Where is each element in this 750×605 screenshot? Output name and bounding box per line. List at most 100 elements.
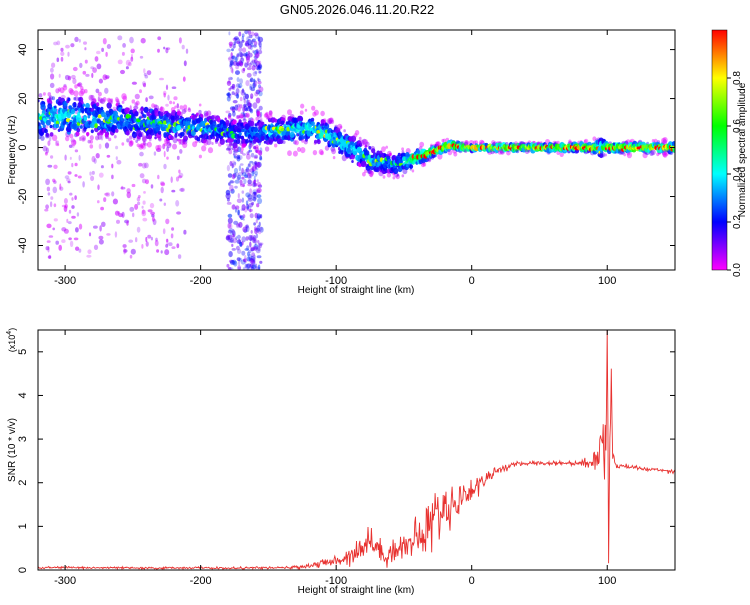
noise-cell — [247, 251, 250, 257]
noise-cell — [246, 72, 252, 78]
ridge-cell — [178, 139, 181, 143]
noise-cell — [240, 89, 245, 96]
noise-cell — [94, 56, 99, 62]
ridge-cell — [311, 105, 316, 111]
ridge-cell — [282, 140, 286, 145]
ridge-cell — [125, 107, 130, 113]
noise-cell — [236, 93, 239, 99]
noise-cell — [60, 47, 64, 52]
noise-cell — [257, 78, 261, 83]
ridge-cell — [69, 89, 75, 96]
noise-cell — [68, 144, 73, 148]
noise-cell — [134, 203, 139, 210]
noise-cell — [249, 258, 255, 262]
ridge-cell — [268, 110, 273, 116]
ridge-cell — [441, 138, 445, 143]
noise-cell — [248, 149, 251, 154]
noise-cell — [178, 169, 181, 174]
noise-cell — [254, 161, 257, 165]
noise-cell — [240, 150, 244, 154]
ridge-cell — [186, 121, 191, 126]
noise-cell — [159, 198, 163, 202]
noise-cell — [46, 223, 52, 229]
noise-cell — [245, 200, 249, 206]
noise-cell — [249, 160, 254, 164]
noise-cell — [255, 167, 259, 171]
noise-cell — [246, 99, 249, 106]
noise-cell — [227, 217, 233, 224]
noise-cell — [239, 78, 244, 85]
ridge-cell — [337, 123, 343, 130]
ridge-cell — [53, 108, 58, 113]
noise-cell — [146, 70, 152, 76]
ridge-cell — [559, 151, 564, 157]
noise-cell — [239, 104, 243, 109]
ridge-peak — [65, 118, 71, 123]
ridge-cell — [330, 129, 334, 134]
noise-cell — [228, 251, 233, 258]
noise-cell — [238, 51, 243, 57]
noise-cell — [227, 173, 233, 178]
ridge-cell — [86, 132, 90, 136]
noise-cell — [233, 41, 237, 46]
noise-cell — [106, 44, 111, 49]
ridge-cell — [206, 139, 212, 146]
ridge-cell — [331, 148, 336, 155]
ridge-cell — [90, 94, 95, 100]
noise-cell — [53, 180, 57, 184]
noise-cell — [234, 172, 240, 178]
ridge-cell — [146, 141, 152, 148]
noise-cell — [91, 155, 96, 163]
noise-cell — [98, 239, 104, 245]
noise-cell — [236, 77, 240, 83]
noise-cell — [143, 82, 146, 88]
noise-cell — [256, 179, 259, 183]
ridge-cell — [97, 134, 102, 140]
noise-cell — [129, 206, 135, 212]
noise-cell — [231, 91, 235, 95]
noise-cell — [244, 62, 248, 68]
noise-cell — [232, 100, 238, 104]
noise-cell — [247, 172, 250, 176]
noise-cell — [120, 69, 125, 75]
noise-cell — [233, 220, 239, 225]
ridge-cell — [38, 125, 42, 130]
noise-cell — [252, 44, 257, 48]
noise-cell — [104, 142, 110, 149]
noise-cell — [226, 197, 230, 202]
ridge-cell — [402, 152, 407, 158]
ridge-cell — [212, 136, 216, 140]
noise-cell — [257, 264, 261, 270]
noise-cell — [126, 191, 132, 199]
noise-cell — [90, 66, 95, 70]
colorbar-tick-label: 0.6 — [732, 119, 743, 133]
ridge-cell — [297, 115, 303, 122]
noise-cell — [175, 200, 180, 207]
noise-cell — [226, 263, 230, 268]
noise-cell — [245, 236, 249, 241]
x-tick-label: -300 — [54, 575, 76, 587]
noise-cell — [258, 70, 262, 74]
ridge-cell — [166, 156, 169, 160]
noise-cell — [233, 149, 239, 153]
noise-cell — [244, 93, 249, 100]
noise-cell — [147, 209, 153, 213]
ridge-cell — [331, 143, 336, 148]
ridge-cell — [419, 141, 425, 148]
ridge-cell — [121, 100, 125, 104]
noise-cell — [237, 249, 242, 254]
noise-cell — [48, 135, 52, 142]
noise-cell — [253, 193, 258, 199]
noise-cell — [166, 146, 170, 152]
ridge-cell — [46, 133, 50, 138]
noise-cell — [150, 184, 154, 189]
ridge-cell — [80, 135, 87, 142]
noise-cell — [101, 47, 104, 53]
noise-cell — [229, 106, 235, 110]
noise-cell — [56, 140, 60, 146]
ridge-cell — [453, 152, 458, 157]
ridge-cell — [392, 176, 396, 180]
noise-cell — [165, 218, 170, 225]
ridge-cell — [671, 141, 675, 147]
